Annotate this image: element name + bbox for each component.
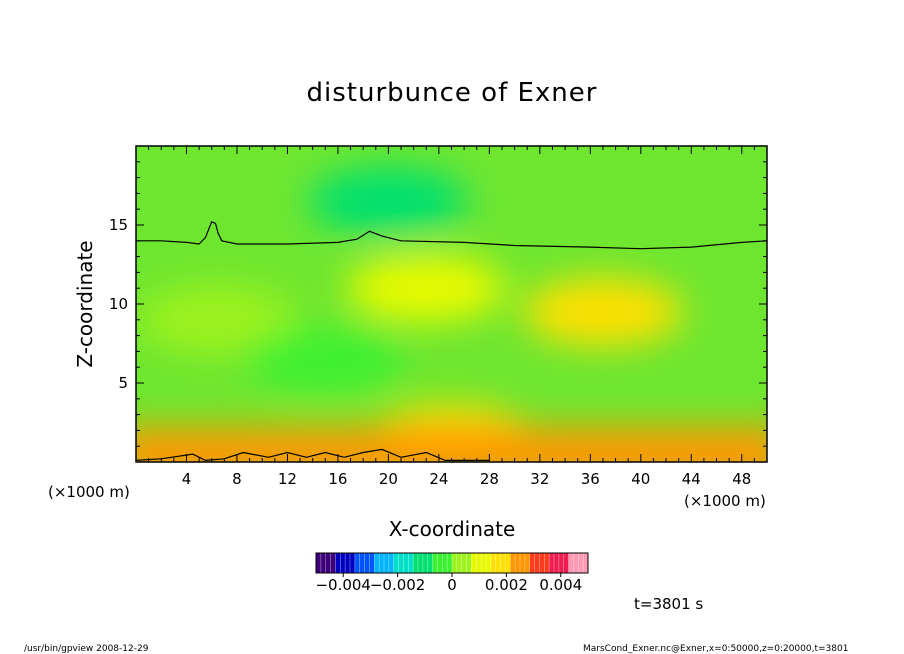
x-tick-label: 4 <box>182 470 192 488</box>
colorbar-segment <box>558 553 565 573</box>
colorbar-segment <box>529 553 535 573</box>
time-label: t=3801 s <box>634 595 703 613</box>
colorbar-tick-label: 0.004 <box>539 576 582 594</box>
colorbar-segment <box>340 553 346 573</box>
colorbar-segment <box>452 553 458 573</box>
colorbar-segment <box>350 553 356 573</box>
colorbar-segment <box>510 553 516 573</box>
colorbar-segment <box>495 553 501 573</box>
colorbar-segment <box>490 553 497 573</box>
colorbar-segment <box>354 553 361 573</box>
y-tick-label: 5 <box>118 374 128 392</box>
colorbar-segment <box>524 553 531 573</box>
colorbar: −0.004−0.002 0 0.002 0.004 <box>315 552 589 594</box>
colorbar-segment <box>476 553 482 573</box>
heatmap-anomaly <box>522 277 683 346</box>
colorbar-segment <box>515 553 521 573</box>
x-tick-label: 16 <box>328 470 347 488</box>
colorbar-tick-label: 0 <box>447 576 457 594</box>
colorbar-segment <box>442 553 448 573</box>
x-tick-label: 8 <box>232 470 242 488</box>
x-tick-label: 12 <box>278 470 297 488</box>
colorbar-segment <box>379 553 385 573</box>
heatmap-anomaly <box>346 254 507 323</box>
colorbar-segment <box>437 553 443 573</box>
footer-right: MarsCond_Exner.nc@Exner,x=0:50000,z=0:20… <box>583 644 848 654</box>
chart-title: disturbunce of Exner <box>307 78 598 108</box>
colorbar-segment <box>335 553 341 573</box>
colorbar-segment <box>369 553 375 573</box>
zero-contour-lower <box>136 448 490 462</box>
colorbar-segment <box>374 553 380 573</box>
colorbar-segment <box>432 553 438 573</box>
colorbar-segment <box>461 553 467 573</box>
colorbar-segment <box>427 553 433 573</box>
colorbar-segment <box>471 553 477 573</box>
colorbar-segment <box>408 553 414 573</box>
x-tick-label: 44 <box>682 470 701 488</box>
colorbar-segment <box>320 553 327 573</box>
colorbar-segment <box>403 553 409 573</box>
y-tick-label: 15 <box>109 216 128 234</box>
x-tick-label: 28 <box>480 470 499 488</box>
x-tick-label: 36 <box>581 470 600 488</box>
colorbar-segment <box>544 553 550 573</box>
colorbar-segment <box>554 553 560 573</box>
colorbar-segment <box>447 553 453 573</box>
zero-contour-upper <box>136 221 767 250</box>
colorbar-segment <box>316 553 322 573</box>
colorbar-segment <box>505 553 511 573</box>
colorbar-segment <box>583 553 589 573</box>
colorbar-segment <box>466 553 472 573</box>
colorbar-segment <box>456 553 463 573</box>
zero-contours <box>136 221 767 462</box>
x-tick-label: 20 <box>379 470 398 488</box>
colorbar-segment <box>384 553 390 573</box>
colorbar-segment <box>422 553 429 573</box>
heatmap-anomaly <box>308 167 469 236</box>
x-tick-label: 24 <box>429 470 448 488</box>
colorbar-segment <box>364 553 370 573</box>
colorbar-segment <box>418 553 424 573</box>
colorbar-segment <box>539 553 545 573</box>
colorbar-segment <box>549 553 555 573</box>
heatmap-anomaly <box>138 285 299 354</box>
colorbar-segment <box>398 553 404 573</box>
colorbar-segment <box>388 553 395 573</box>
x-tick-label: 32 <box>530 470 549 488</box>
x-unit-left: (×1000 m) <box>48 483 130 501</box>
heatmap-anomaly <box>245 325 406 394</box>
colorbar-segment <box>325 553 331 573</box>
colorbar-segment <box>573 553 579 573</box>
colorbar-segment <box>393 553 399 573</box>
x-unit-right: (×1000 m) <box>684 492 766 510</box>
colorbar-segment <box>413 553 419 573</box>
x-tick-label: 40 <box>631 470 650 488</box>
colorbar-segment <box>345 553 351 573</box>
colorbar-tick-label: −0.004 <box>315 576 371 594</box>
heatmap-field <box>136 167 767 462</box>
y-axis-label: Z-coordinate <box>73 240 97 367</box>
colorbar-tick-label: −0.002 <box>370 576 426 594</box>
x-axis-label: X-coordinate <box>389 517 516 541</box>
colorbar-segment <box>578 553 584 573</box>
x-tick-label: 48 <box>732 470 751 488</box>
footer-left: /usr/bin/gpview 2008-12-29 <box>24 644 149 654</box>
colorbar-segment <box>500 553 506 573</box>
colorbar-segment <box>534 553 540 573</box>
colorbar-segment <box>520 553 526 573</box>
colorbar-tick-label: 0.002 <box>485 576 528 594</box>
colorbar-segment <box>568 553 574 573</box>
colorbar-segment <box>481 553 487 573</box>
colorbar-segment <box>563 553 569 573</box>
colorbar-segment <box>486 553 492 573</box>
colorbar-segment <box>359 553 365 573</box>
surface-positive-band <box>136 427 767 462</box>
y-tick-label: 10 <box>109 295 128 313</box>
colorbar-segment <box>330 553 336 573</box>
